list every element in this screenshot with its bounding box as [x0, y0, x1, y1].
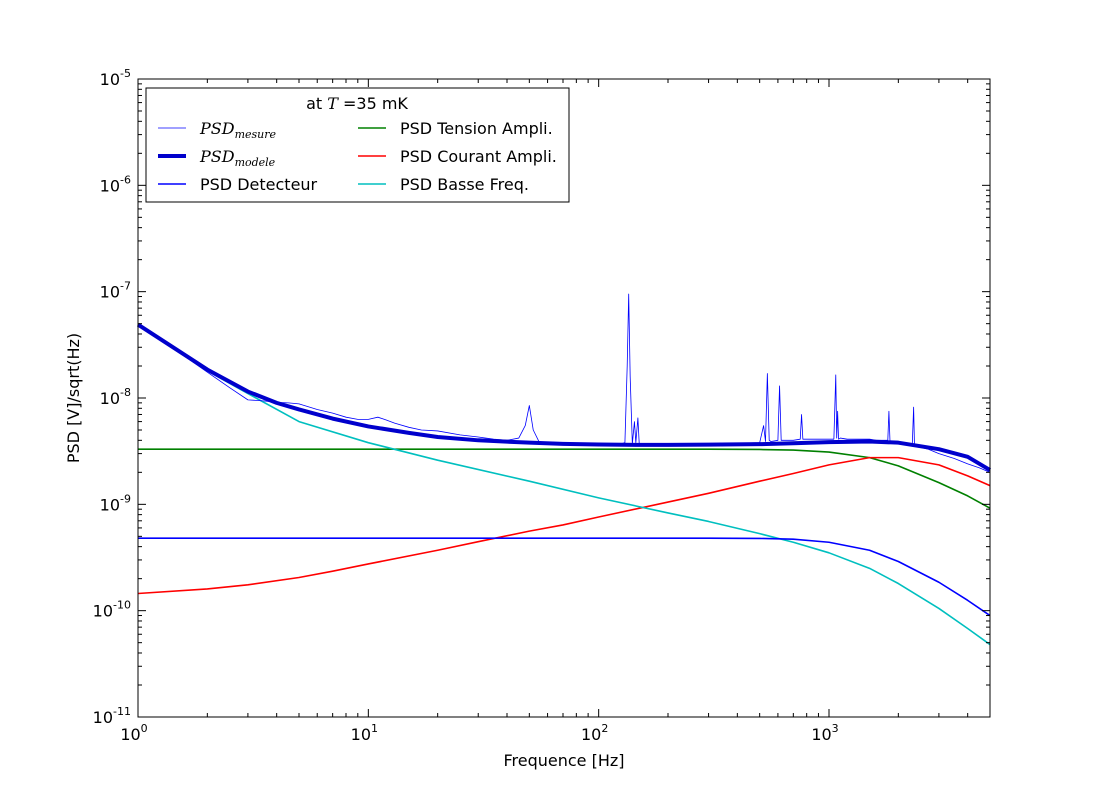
series-line-courant — [137, 456, 991, 595]
legend-label-sub: mesure — [235, 128, 277, 141]
legend-label-tension: PSD Tension Ampli. — [400, 119, 553, 138]
x-tick-exp: 1 — [371, 722, 378, 735]
legend-label-detecteur: PSD Detecteur — [200, 175, 318, 194]
series-layer — [136, 293, 992, 646]
y-tick-label: 10-11 — [93, 705, 131, 727]
series-line-basse — [137, 323, 991, 646]
y-tick-base: 10 — [100, 70, 120, 89]
y-tick-base: 10 — [100, 176, 120, 195]
y-axis-label: PSD [V]/sqrt(Hz) — [64, 333, 83, 463]
y-tick-base: 10 — [93, 708, 113, 727]
x-tick-base: 10 — [351, 725, 371, 744]
y-tick-label: 10-10 — [93, 599, 131, 621]
legend-label-basse: PSD Basse Freq. — [400, 175, 529, 194]
y-tick-base: 10 — [100, 495, 120, 514]
legend-title-prefix: at — [306, 94, 327, 113]
y-tick-label: 10-7 — [100, 280, 131, 302]
legend-label-mesure: PSDmesure — [199, 119, 276, 141]
ticks-layer: 100 101 102 10310-1110-1010-910-810-710-610… — [93, 67, 991, 744]
legend-label-main: PSD — [199, 119, 235, 138]
y-tick-base: 10 — [93, 602, 113, 621]
y-tick-exp: -7 — [120, 280, 131, 293]
x-tick-label: 102 — [581, 722, 608, 744]
y-tick-label: 10-8 — [100, 386, 131, 408]
x-tick-exp: 0 — [141, 722, 148, 735]
legend-label-main: PSD — [199, 147, 235, 166]
legend-title-suffix: =35 mK — [338, 94, 409, 113]
y-tick-label: 10-5 — [100, 67, 131, 89]
x-tick-label: 103 — [811, 722, 838, 744]
y-tick-label: 10-9 — [100, 492, 131, 514]
legend-title: at T =35 mK — [306, 94, 408, 113]
series-line-modele — [136, 322, 992, 472]
x-tick-base: 10 — [120, 725, 140, 744]
x-tick-label: 101 — [351, 722, 378, 744]
y-tick-base: 10 — [100, 283, 120, 302]
legend-label-sub: modele — [235, 156, 276, 169]
y-tick-exp: -10 — [113, 599, 131, 612]
y-tick-base: 10 — [100, 389, 120, 408]
y-tick-exp: -8 — [120, 386, 131, 399]
x-tick-exp: 2 — [601, 722, 608, 735]
x-axis-label: Frequence [Hz] — [503, 751, 624, 770]
y-tick-exp: -9 — [120, 492, 131, 505]
x-tick-exp: 3 — [832, 722, 839, 735]
x-tick-base: 10 — [581, 725, 601, 744]
legend-label-modele: PSDmodele — [199, 147, 276, 169]
series-line-detecteur — [138, 537, 991, 617]
y-tick-label: 10-6 — [100, 173, 131, 195]
series-line-tension — [138, 448, 991, 509]
x-tick-base: 10 — [811, 725, 831, 744]
legend-box — [145, 87, 570, 203]
y-tick-exp: -11 — [113, 705, 131, 718]
legend-label-courant: PSD Courant Ampli. — [400, 147, 557, 166]
x-tick-label: 100 — [120, 722, 147, 744]
y-tick-exp: -5 — [120, 67, 131, 80]
y-tick-exp: -6 — [120, 173, 131, 186]
legend-title-var: T — [327, 94, 339, 113]
